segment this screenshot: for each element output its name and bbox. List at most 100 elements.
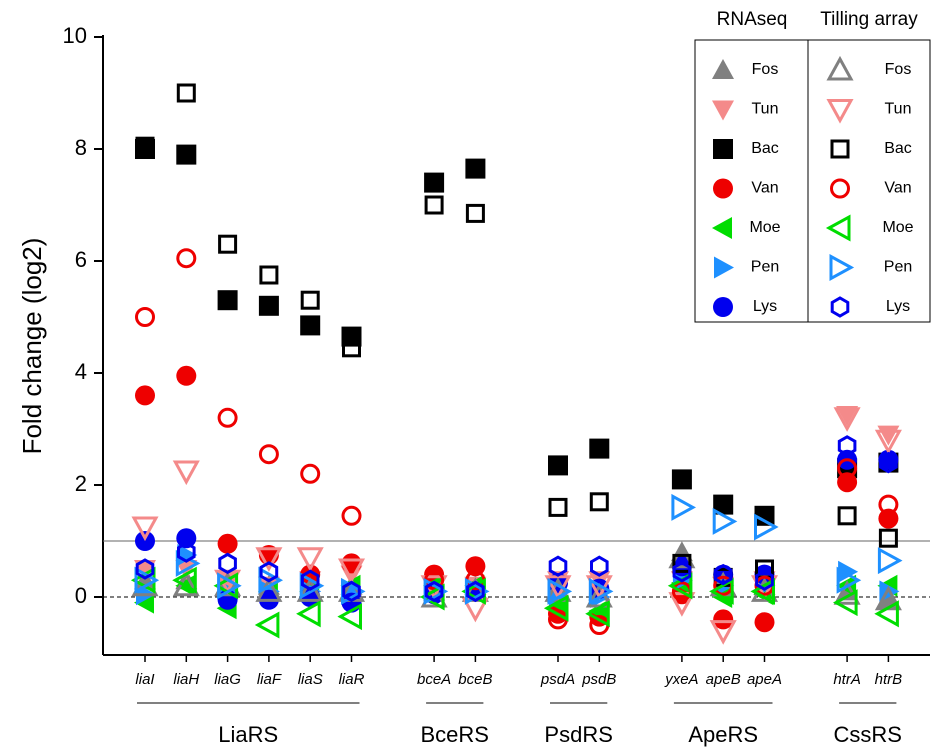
legend-label: Tun (885, 101, 912, 118)
data-point (218, 552, 237, 575)
data-point (300, 564, 321, 585)
data-point (176, 528, 197, 549)
data-point (300, 569, 320, 591)
data-point (878, 508, 899, 529)
data-point (588, 577, 614, 605)
data-point (341, 553, 362, 574)
data-point (832, 589, 858, 617)
data-point (466, 580, 485, 603)
data-point (135, 136, 155, 156)
data-point (878, 494, 899, 515)
legend-label: Lys (753, 298, 777, 315)
legend-marker (712, 100, 734, 121)
data-point (672, 553, 692, 573)
data-point (548, 497, 568, 517)
data-point (671, 493, 697, 521)
data-point (337, 558, 366, 584)
data-point (878, 528, 898, 548)
legend-title: Tilling array (820, 9, 918, 30)
x-tick-label: liaF (257, 671, 282, 688)
data-point (589, 492, 609, 512)
data-point (838, 560, 859, 583)
data-point (337, 603, 362, 631)
y-tick-label: 2 (75, 471, 87, 496)
legend-marker (713, 139, 733, 159)
x-tick-label: liaI (135, 671, 154, 688)
group-label: LiaRS (218, 722, 278, 747)
data-point (341, 505, 362, 526)
data-point (671, 469, 692, 490)
data-point (543, 594, 569, 622)
data-point (176, 365, 197, 386)
y-axis-label: Fold change (log2) (17, 238, 47, 455)
data-point (217, 290, 238, 311)
data-point (750, 577, 775, 605)
legend-marker (830, 139, 850, 159)
data-point (465, 203, 485, 223)
data-point (296, 600, 321, 628)
data-point (217, 572, 242, 600)
data-point (218, 234, 238, 254)
data-point (217, 533, 238, 554)
data-point (176, 248, 197, 269)
legend-label: Moe (882, 219, 913, 236)
data-point (754, 505, 775, 526)
group-label: BceRS (421, 722, 489, 747)
data-point (135, 385, 155, 406)
x-tick-label: liaR (339, 671, 365, 688)
data-point (176, 144, 197, 165)
legend-marker (713, 178, 733, 199)
data-point (135, 307, 155, 327)
legend-label: Moe (749, 219, 780, 236)
x-tick-label: htrA (833, 671, 861, 688)
legend-marker (712, 59, 734, 79)
data-point (590, 555, 609, 577)
legend-label: Bac (884, 140, 912, 157)
x-tick-label: apeA (747, 671, 782, 688)
legend-marker (712, 217, 732, 239)
x-tick-label: psdA (540, 671, 575, 688)
data-point (713, 609, 734, 630)
data-point (668, 592, 696, 617)
data-point (296, 547, 324, 572)
data-point (874, 429, 902, 455)
data-point (172, 460, 200, 486)
y-tick-label: 4 (75, 359, 87, 384)
data-point (712, 507, 738, 535)
y-tick-label: 8 (75, 135, 87, 160)
legend-label: Pen (884, 259, 912, 276)
data-point (837, 435, 857, 457)
legend-marker (714, 256, 734, 279)
data-point (548, 455, 568, 476)
data-point (589, 438, 610, 459)
group-label: PsdRS (544, 722, 612, 747)
legend-label: Pen (751, 259, 779, 276)
data-point (299, 572, 325, 600)
legend-marker (826, 55, 854, 81)
data-point (424, 195, 444, 215)
data-point (548, 555, 568, 577)
data-point (754, 612, 775, 633)
data-point (342, 580, 361, 603)
legend-marker (825, 214, 851, 242)
data-point (300, 315, 321, 336)
data-point (836, 566, 862, 594)
legend-label: Fos (885, 61, 912, 78)
data-point (131, 516, 159, 542)
legend-label: Tun (752, 101, 779, 118)
data-point (300, 290, 320, 310)
y-tick-label: 0 (75, 583, 87, 608)
legend-label: Bac (751, 140, 779, 157)
data-point (134, 566, 160, 594)
data-point (837, 458, 858, 479)
data-point (259, 561, 279, 583)
data-point (258, 444, 279, 465)
legend-box (694, 39, 931, 323)
data-point (341, 326, 362, 347)
data-point (544, 577, 572, 602)
data-point (259, 265, 279, 285)
data-point (837, 506, 857, 526)
legend-marker (713, 297, 733, 317)
